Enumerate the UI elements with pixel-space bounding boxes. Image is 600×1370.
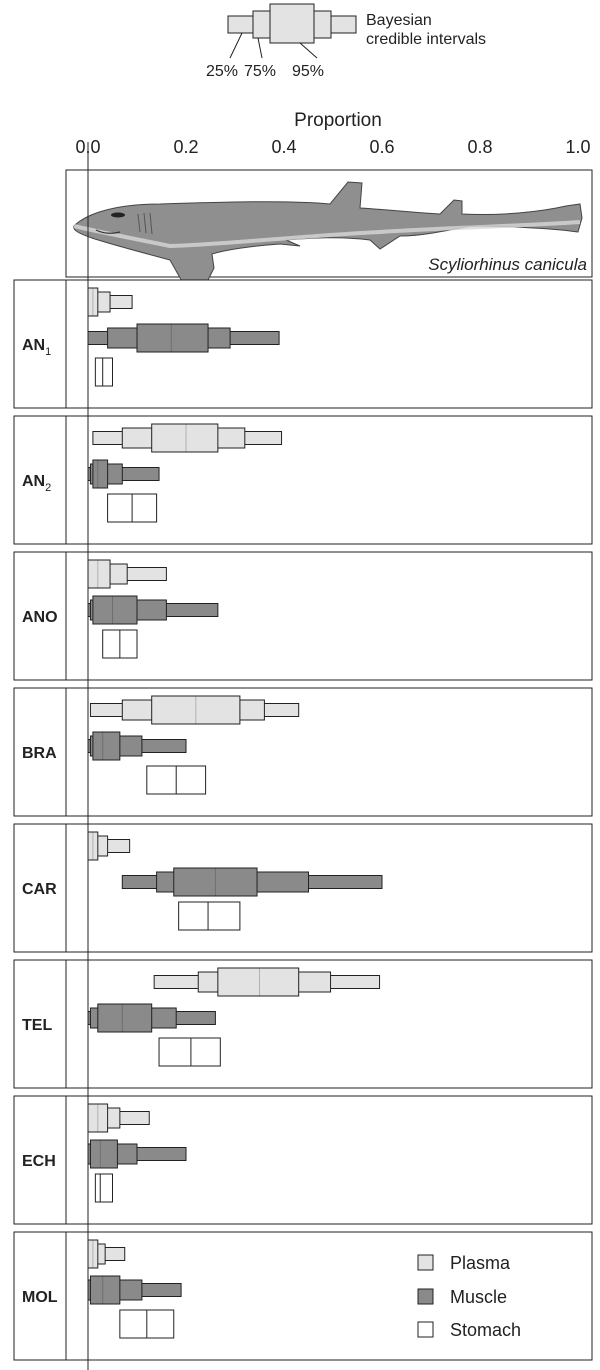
panel-label: TEL xyxy=(22,1017,52,1034)
panel-label: AN1 xyxy=(22,337,51,358)
panel-mol: MOL xyxy=(13,1231,593,1361)
key-pointer-25 xyxy=(229,32,243,59)
axis-label: Proportion xyxy=(294,110,382,131)
panel-car: CAR xyxy=(13,823,593,953)
legend-swatch-plasma xyxy=(417,1254,434,1271)
stomach-interval xyxy=(94,357,113,387)
key-title-line-2: credible intervals xyxy=(366,31,486,48)
stomach-interval xyxy=(94,1173,113,1203)
species-panel: Scyliorhinus canicula xyxy=(65,169,593,297)
legend-label-muscle: Muscle xyxy=(450,1287,507,1307)
muscle-interval-25 xyxy=(97,1003,153,1033)
panel-label-box xyxy=(13,415,67,545)
plasma-interval-25 xyxy=(151,423,219,453)
plasma-interval-25 xyxy=(151,695,241,725)
tick-label: 1.0 xyxy=(565,137,590,157)
panel-an1: AN1 xyxy=(13,279,593,409)
panel-label-box xyxy=(13,279,67,409)
legend-swatch-muscle xyxy=(417,1288,434,1305)
tick-label: 0.2 xyxy=(173,137,198,157)
panel-label-box xyxy=(13,551,67,681)
tick-label: 0.6 xyxy=(369,137,394,157)
key-title-line-1: Bayesian xyxy=(366,12,432,29)
panel-tel: TEL xyxy=(13,959,593,1089)
legend-label-stomach: Stomach xyxy=(450,1320,521,1340)
muscle-interval-25 xyxy=(92,731,121,761)
key-box-25 xyxy=(269,3,315,44)
panel-an2: AN2 xyxy=(13,415,593,545)
muscle-interval-25 xyxy=(92,595,138,625)
panel-bra: BRA xyxy=(13,687,593,817)
key-pointer-75 xyxy=(257,37,263,59)
plasma-interval-25 xyxy=(87,559,111,589)
key-label-95: 95% xyxy=(292,63,324,80)
plasma-interval-25 xyxy=(217,967,300,997)
tick-label: 0.8 xyxy=(467,137,492,157)
muscle-interval-25 xyxy=(173,867,258,897)
panel-label-box xyxy=(13,1095,67,1225)
muscle-interval-25 xyxy=(136,323,209,353)
x-axis: Proportion 0.0 0.2 0.4 0.6 0.8 1.0 xyxy=(75,110,590,157)
legend-label-plasma: Plasma xyxy=(450,1253,511,1273)
key-label-75: 75% xyxy=(244,63,276,80)
panel-label: MOL xyxy=(22,1289,58,1306)
panel-label-box xyxy=(13,959,67,1089)
panel-label: BRA xyxy=(22,745,57,762)
panel-label: CAR xyxy=(22,881,57,898)
stomach-interval xyxy=(178,901,241,931)
species-label: Scyliorhinus canicula xyxy=(428,255,587,274)
panel-ech: ECH xyxy=(13,1095,593,1225)
panel-label-subscript: 1 xyxy=(45,346,51,358)
muscle-interval-25 xyxy=(89,1275,121,1305)
muscle-interval-25 xyxy=(89,1139,118,1169)
tick-label: 0.4 xyxy=(271,137,296,157)
panel-label: ANO xyxy=(22,609,58,626)
panel-label-box xyxy=(13,823,67,953)
legend-swatch-stomach xyxy=(417,1321,434,1338)
legend: Plasma Muscle Stomach xyxy=(417,1253,521,1340)
key-pointer-95 xyxy=(299,42,318,59)
muscle-interval-25 xyxy=(92,459,109,489)
panel-label-box xyxy=(13,1231,67,1361)
interval-key: 25% 75% 95% Bayesian credible intervals xyxy=(206,3,486,80)
panel-label-subscript: 2 xyxy=(45,482,51,494)
stomach-interval xyxy=(158,1037,221,1067)
panel-label: AN2 xyxy=(22,473,51,494)
key-label-25: 25% xyxy=(206,63,238,80)
panel-label-box xyxy=(13,687,67,817)
panel-label: ECH xyxy=(22,1153,56,1170)
panel-ano: ANO xyxy=(13,551,593,681)
shark-illustration xyxy=(73,181,583,297)
